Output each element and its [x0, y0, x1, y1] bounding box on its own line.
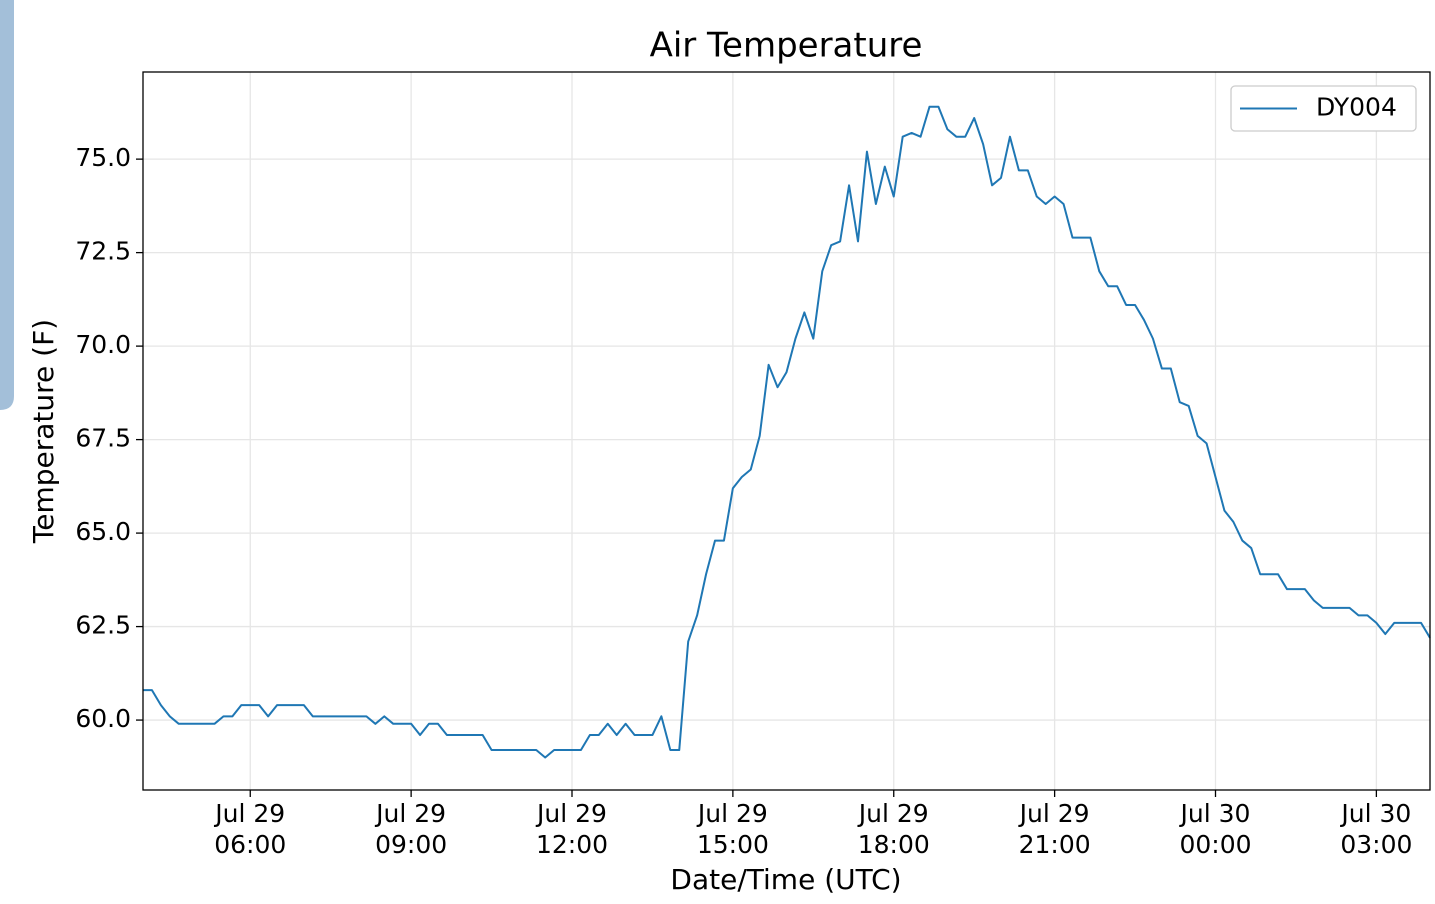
- y-axis-label: Temperature (F): [27, 319, 60, 544]
- x-tick-label: Jul 29: [374, 799, 446, 828]
- grid: [143, 72, 1430, 790]
- x-tick-label: 21:00: [1019, 830, 1091, 859]
- x-tick-label: 12:00: [536, 830, 608, 859]
- x-tick-label: 03:00: [1340, 830, 1412, 859]
- x-tick-label: 00:00: [1179, 830, 1251, 859]
- y-tick-label: 67.5: [75, 424, 131, 453]
- x-tick-label: Jul 29: [213, 799, 285, 828]
- y-tick-label: 72.5: [75, 237, 131, 266]
- x-tick-label: 15:00: [697, 830, 769, 859]
- data-line: [143, 105, 1431, 759]
- y-tick-label: 70.0: [75, 330, 131, 359]
- chart-title: Air Temperature: [650, 26, 923, 66]
- x-tick-label: Jul 29: [535, 799, 607, 828]
- legend-box: [1230, 85, 1417, 132]
- y-tick-label: 60.0: [75, 704, 131, 733]
- x-tick-label: Jul 29: [696, 799, 768, 828]
- x-tick-label: Jul 29: [857, 799, 929, 828]
- side-panel: [0, 0, 14, 410]
- x-tick-label: 09:00: [375, 830, 447, 859]
- plot-area: [143, 105, 1431, 759]
- x-tick-label: 18:00: [858, 830, 930, 859]
- x-tick-label: Jul 30: [1179, 799, 1251, 828]
- x-tick-label: Jul 29: [1018, 799, 1090, 828]
- y-tick-label: 75.0: [75, 143, 131, 172]
- x-tick-label: 06:00: [214, 830, 286, 859]
- x-axis-label: Date/Time (UTC): [670, 863, 901, 896]
- axes-frame: [142, 71, 1431, 791]
- y-tick-label: 65.0: [75, 517, 131, 546]
- legend-label: DY004: [1316, 93, 1397, 122]
- x-tick-label: Jul 30: [1339, 799, 1411, 828]
- y-tick-label: 62.5: [75, 611, 131, 640]
